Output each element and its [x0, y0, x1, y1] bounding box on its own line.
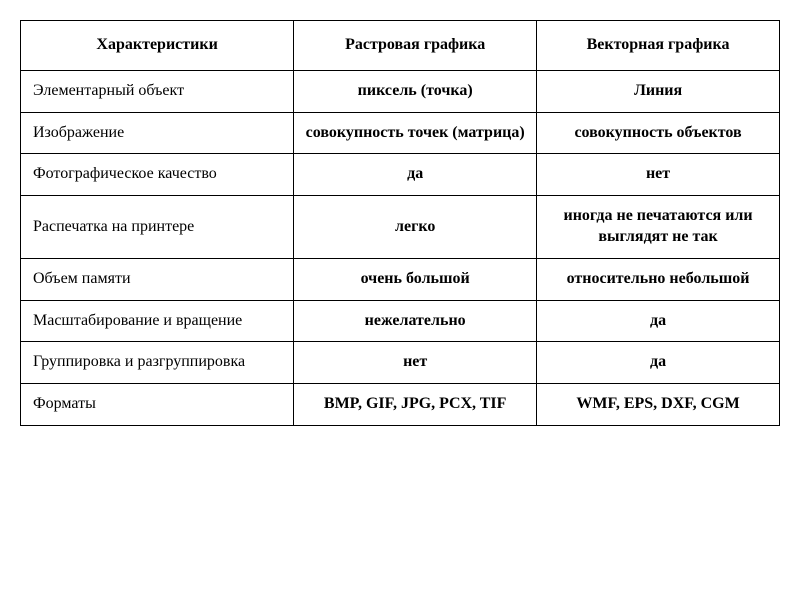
row-value-vector: нет	[537, 154, 780, 196]
row-label: Фотографическое качество	[21, 154, 294, 196]
table-row: Распечатка на принтере легко иногда не п…	[21, 196, 780, 259]
table-row: Группировка и разгруппировка нет да	[21, 342, 780, 384]
table-header-row: Характеристики Растровая графика Векторн…	[21, 21, 780, 71]
row-label: Элементарный объект	[21, 70, 294, 112]
table-row: Элементарный объект пиксель (точка) Лини…	[21, 70, 780, 112]
row-label: Объем памяти	[21, 258, 294, 300]
row-value-vector: да	[537, 342, 780, 384]
row-value-vector: да	[537, 300, 780, 342]
row-value-vector: относительно небольшой	[537, 258, 780, 300]
row-value-raster: очень большой	[294, 258, 537, 300]
row-value-vector: совокупность объектов	[537, 112, 780, 154]
row-label: Изображение	[21, 112, 294, 154]
row-value-raster: совокупность точек (матрица)	[294, 112, 537, 154]
table-row: Объем памяти очень большой относительно …	[21, 258, 780, 300]
header-raster: Растровая графика	[294, 21, 537, 71]
row-value-raster: пиксель (точка)	[294, 70, 537, 112]
row-value-vector: WMF, EPS, DXF, CGM	[537, 384, 780, 426]
row-label: Группировка и разгруппировка	[21, 342, 294, 384]
row-label: Форматы	[21, 384, 294, 426]
row-value-raster: да	[294, 154, 537, 196]
table-row: Форматы BMP, GIF, JPG, PCX, TIF WMF, EPS…	[21, 384, 780, 426]
header-characteristics: Характеристики	[21, 21, 294, 71]
table-row: Масштабирование и вращение нежелательно …	[21, 300, 780, 342]
table-row: Изображение совокупность точек (матрица)…	[21, 112, 780, 154]
row-label: Распечатка на принтере	[21, 196, 294, 259]
row-value-vector: Линия	[537, 70, 780, 112]
row-value-raster: нет	[294, 342, 537, 384]
row-value-vector: иногда не печатаются или выглядят не так	[537, 196, 780, 259]
row-label: Масштабирование и вращение	[21, 300, 294, 342]
row-value-raster: BMP, GIF, JPG, PCX, TIF	[294, 384, 537, 426]
row-value-raster: легко	[294, 196, 537, 259]
row-value-raster: нежелательно	[294, 300, 537, 342]
table-row: Фотографическое качество да нет	[21, 154, 780, 196]
header-vector: Векторная графика	[537, 21, 780, 71]
comparison-table: Характеристики Растровая графика Векторн…	[20, 20, 780, 426]
